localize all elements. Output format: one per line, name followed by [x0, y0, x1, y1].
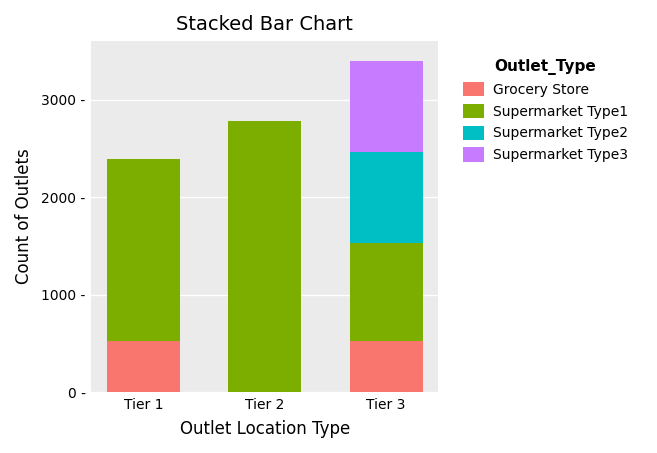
Bar: [229, 120, 301, 392]
Bar: [350, 341, 422, 392]
Bar: [107, 159, 180, 341]
X-axis label: Outlet Location Type: Outlet Location Type: [179, 420, 350, 438]
Title: Stacked Bar Chart: Stacked Bar Chart: [176, 15, 353, 34]
Legend: Grocery Store, Supermarket Type1, Supermarket Type2, Supermarket Type3: Grocery Store, Supermarket Type1, Superm…: [452, 48, 639, 173]
Bar: [350, 152, 422, 243]
Bar: [350, 61, 422, 152]
Bar: [107, 341, 180, 392]
Bar: [350, 243, 422, 341]
Y-axis label: Count of Outlets: Count of Outlets: [15, 149, 33, 284]
